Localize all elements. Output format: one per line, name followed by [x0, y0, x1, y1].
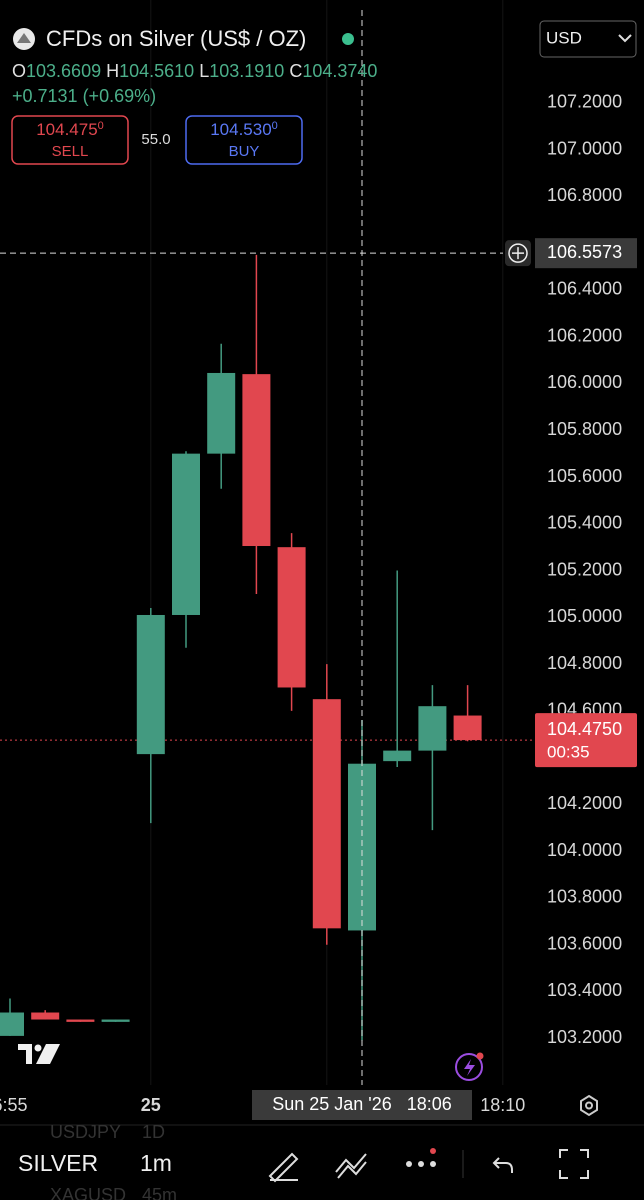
y-tick-label: 106.8000: [547, 185, 622, 205]
y-tick-label: 107.0000: [547, 138, 622, 158]
faded-symbol: USDJPY: [50, 1122, 121, 1142]
c-value: 104.3740: [302, 61, 377, 81]
crosshair-add-icon: [508, 243, 528, 263]
currency-select[interactable]: [539, 20, 637, 58]
title: CFDs on Silver (US$ / OZ): [46, 26, 306, 51]
symbol-icon-glyph: [17, 33, 31, 43]
currency[interactable]: USD: [546, 28, 582, 47]
y-tick-label: 104.8000: [547, 653, 622, 673]
change: +0.7131 (+0.69%): [12, 86, 156, 106]
candle-body: [277, 547, 306, 688]
candle-body: [172, 453, 200, 615]
crosshair-price-box: [535, 238, 637, 269]
notification-dot: [476, 1052, 484, 1060]
settings-button[interactable]: [580, 1094, 598, 1117]
y-tick-label: 104.0000: [547, 840, 622, 860]
ohlc: O103.6609 H104.5610 L103.1910 C104.3740: [12, 61, 377, 81]
y-tick-label: 103.2000: [547, 1027, 622, 1047]
lightning-button[interactable]: [455, 1053, 483, 1081]
candle-body: [136, 614, 165, 755]
buy-button[interactable]: [185, 115, 303, 165]
interval[interactable]: 1m: [140, 1150, 172, 1176]
candle-body: [242, 374, 271, 547]
candle-body: [383, 750, 412, 762]
dropdown-arrow: [618, 34, 632, 43]
sell-button[interactable]: [11, 115, 129, 165]
o-label: O: [12, 61, 26, 81]
crosshair-add-plus: [512, 247, 524, 260]
y-tick-label: 104.2000: [547, 793, 622, 813]
y-tick-label: 103.8000: [547, 887, 622, 907]
buy-label: BUY: [229, 143, 260, 160]
trend-tool[interactable]: [335, 1153, 367, 1179]
sell-price[interactable]: 104.4750: [36, 120, 104, 140]
spread: 55.0: [141, 131, 170, 148]
y-tick-label: 105.0000: [547, 606, 622, 626]
y-tick-label: 106.4000: [547, 279, 622, 299]
sell-price-main: 104.475: [36, 120, 97, 139]
faded-interval: 45m: [142, 1185, 177, 1200]
o-value: 103.6609: [26, 61, 101, 81]
sell-label[interactable]: SELL: [52, 143, 89, 160]
logo-dot: [34, 1044, 42, 1052]
last-price-label: 104.4750: [547, 719, 622, 739]
crosshair-price: 106.5573: [547, 242, 622, 262]
candle-body: [207, 372, 236, 454]
faded-symbol: XAGUSD: [50, 1185, 126, 1200]
x-tick-label: 25: [141, 1095, 161, 1115]
candle-body: [0, 1012, 24, 1036]
candle-body: [66, 1019, 95, 1022]
x-tick-label: 6:55: [0, 1095, 28, 1115]
candle-body: [418, 706, 447, 751]
h-label: H: [106, 61, 119, 81]
y-tick-label: 105.8000: [547, 419, 622, 439]
draw-tool[interactable]: [268, 1152, 299, 1183]
y-tick-label: 106.0000: [547, 372, 622, 392]
candle-body: [101, 1019, 130, 1022]
y-tick-label: 106.2000: [547, 325, 622, 345]
logo: [18, 1044, 60, 1064]
buy-price[interactable]: 104.5300: [210, 120, 278, 140]
h-value: 104.5610: [119, 61, 194, 81]
y-tick-label: 107.2000: [547, 92, 622, 112]
symbol[interactable]: SILVER: [18, 1150, 98, 1176]
y-tick-label: 105.6000: [547, 466, 622, 486]
l-label: L: [199, 61, 209, 81]
more-button[interactable]: [406, 1161, 436, 1167]
y-tick-label: 103.4000: [547, 980, 622, 1000]
l-value: 103.1910: [209, 61, 284, 81]
crosshair-time: Sun 25 Jan '26 18:06: [272, 1094, 452, 1114]
buy-price-sup: 0: [272, 120, 278, 132]
countdown: 00:35: [547, 743, 590, 762]
settings-icon: [585, 1101, 593, 1110]
undo-button[interactable]: [492, 1157, 513, 1173]
y-tick-label: 105.4000: [547, 513, 622, 533]
last-price-box: [535, 713, 637, 768]
c-label: C: [289, 61, 302, 81]
crosshair-time-box: [252, 1090, 472, 1120]
candle-body: [312, 699, 341, 929]
fullscreen-button[interactable]: [559, 1149, 589, 1179]
y-tick-label: 103.6000: [547, 933, 622, 953]
y-tick-label: 105.2000: [547, 559, 622, 579]
candle-body: [31, 1012, 60, 1020]
plot: 103.2000 103.4000 103.6000 103.8000 104.0000…: [0, 0, 637, 1120]
candle-body: [453, 715, 482, 741]
market-status: [342, 33, 354, 45]
faded-interval: 1D: [142, 1122, 165, 1142]
more-dot: [430, 1148, 436, 1154]
sell-price-sup: 0: [98, 120, 104, 132]
buy-price-main: 104.530: [210, 120, 271, 139]
x-tick-label: 18:10: [480, 1095, 525, 1115]
lightning-icon: [464, 1059, 475, 1076]
